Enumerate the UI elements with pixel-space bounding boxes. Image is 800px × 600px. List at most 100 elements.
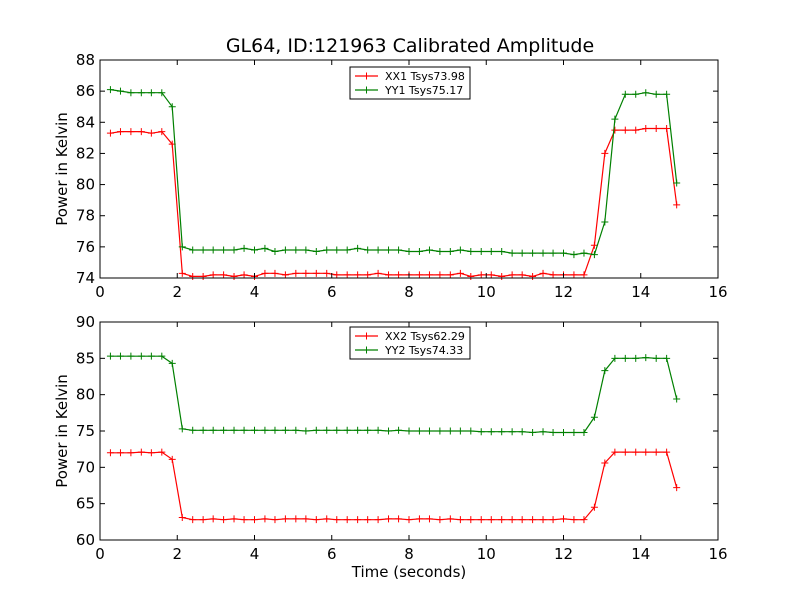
data-point: [147, 89, 155, 97]
data-point: [601, 149, 609, 157]
data-point: [158, 352, 166, 360]
data-point: [374, 426, 382, 434]
data-point: [168, 455, 176, 463]
data-point: [209, 271, 217, 279]
data-point: [405, 248, 413, 256]
data-point: [395, 246, 403, 254]
x-tick-label: 6: [327, 545, 337, 563]
data-point: [601, 367, 609, 375]
data-point: [663, 448, 671, 456]
data-point: [137, 89, 145, 97]
data-point: [385, 515, 393, 523]
data-point: [632, 126, 640, 134]
data-point: [642, 125, 650, 133]
data-point: [611, 448, 619, 456]
data-point: [168, 103, 176, 111]
data-point: [673, 201, 681, 209]
data-point: [230, 246, 238, 254]
data-point: [199, 246, 207, 254]
data-point: [106, 129, 114, 137]
x-tick-label: 10: [477, 545, 496, 563]
data-point: [385, 246, 393, 254]
y-tick-label: 84: [76, 113, 95, 131]
data-point: [487, 428, 495, 436]
data-point: [230, 426, 238, 434]
data-point: [425, 515, 433, 523]
data-point: [415, 515, 423, 523]
data-point: [652, 125, 660, 133]
data-point: [364, 426, 372, 434]
data-point: [251, 426, 258, 434]
legend-box: [349, 66, 471, 100]
data-point: [168, 359, 176, 367]
data-point: [323, 269, 331, 277]
data-point: [663, 354, 671, 362]
legend-box: [349, 326, 471, 360]
data-point: [529, 428, 537, 436]
data-point: [611, 126, 619, 134]
data-point: [343, 246, 351, 254]
x-tick-label: 16: [708, 283, 727, 301]
data-point: [385, 427, 393, 435]
data-point: [570, 251, 578, 259]
x-tick-label: 4: [250, 283, 260, 301]
data-point: [549, 249, 557, 257]
data-point: [333, 246, 341, 254]
data-point: [508, 249, 516, 257]
data-point: [539, 249, 547, 257]
data-point: [529, 272, 537, 280]
data-point: [364, 516, 372, 524]
y-tick-label: 80: [76, 176, 95, 194]
data-point: [106, 352, 114, 360]
y-tick-label: 85: [76, 349, 95, 367]
data-point: [106, 449, 114, 457]
data-point: [467, 516, 475, 524]
data-point: [395, 271, 403, 279]
data-point: [281, 515, 289, 523]
data-point: [456, 246, 464, 254]
y-tick-label: 90: [76, 313, 95, 331]
data-point: [487, 516, 495, 524]
data-point: [220, 271, 228, 279]
data-point: [385, 271, 393, 279]
data-point: [323, 515, 331, 523]
data-point: [343, 516, 351, 524]
y-tick-label: 75: [76, 422, 95, 440]
data-point: [178, 513, 186, 521]
data-point: [189, 516, 197, 524]
data-point: [147, 352, 155, 360]
data-point: [220, 426, 228, 434]
x-tick-label: 4: [250, 545, 260, 563]
data-point: [240, 271, 248, 279]
data-point: [529, 249, 537, 257]
data-point: [518, 428, 526, 436]
data-point: [498, 272, 506, 280]
x-tick-label: 2: [172, 283, 182, 301]
data-point: [621, 354, 629, 362]
data-point: [251, 246, 258, 254]
data-point: [147, 129, 155, 137]
data-point: [281, 271, 289, 279]
data-point: [323, 246, 331, 254]
data-point: [611, 354, 619, 362]
data-point: [498, 248, 506, 256]
data-point: [570, 271, 578, 279]
data-point: [456, 269, 464, 277]
data-point: [508, 428, 516, 436]
data-point: [621, 126, 629, 134]
data-point: [652, 90, 660, 98]
legend-label: YY1 Tsys75.17: [384, 84, 463, 97]
data-point: [508, 516, 516, 524]
data-point: [261, 426, 269, 434]
data-point: [652, 448, 660, 456]
data-point: [116, 87, 124, 95]
data-point: [611, 115, 619, 123]
data-point: [364, 246, 372, 254]
data-point: [271, 426, 279, 434]
data-point: [209, 426, 217, 434]
data-point: [570, 428, 578, 436]
y-tick-label: 82: [76, 144, 95, 162]
data-point: [663, 125, 671, 133]
